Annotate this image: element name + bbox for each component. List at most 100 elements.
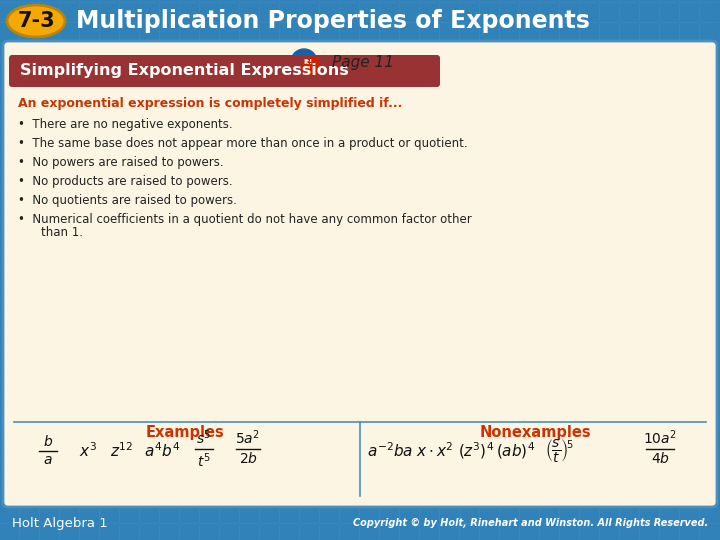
FancyBboxPatch shape bbox=[341, 364, 359, 381]
FancyBboxPatch shape bbox=[683, 492, 701, 509]
FancyBboxPatch shape bbox=[467, 237, 485, 253]
FancyBboxPatch shape bbox=[395, 140, 413, 157]
FancyBboxPatch shape bbox=[639, 3, 660, 23]
FancyBboxPatch shape bbox=[611, 381, 629, 396]
FancyBboxPatch shape bbox=[665, 125, 683, 140]
FancyBboxPatch shape bbox=[143, 109, 161, 125]
FancyBboxPatch shape bbox=[19, 23, 40, 43]
FancyBboxPatch shape bbox=[125, 333, 143, 348]
FancyBboxPatch shape bbox=[107, 44, 125, 60]
Text: 7-3: 7-3 bbox=[17, 11, 55, 31]
FancyBboxPatch shape bbox=[557, 316, 575, 333]
FancyBboxPatch shape bbox=[593, 220, 611, 237]
FancyBboxPatch shape bbox=[449, 509, 467, 524]
FancyBboxPatch shape bbox=[305, 60, 323, 77]
FancyBboxPatch shape bbox=[665, 205, 683, 220]
FancyBboxPatch shape bbox=[539, 0, 557, 12]
FancyBboxPatch shape bbox=[701, 188, 719, 205]
FancyBboxPatch shape bbox=[35, 60, 53, 77]
Circle shape bbox=[291, 49, 317, 75]
FancyBboxPatch shape bbox=[611, 0, 629, 12]
FancyBboxPatch shape bbox=[341, 285, 359, 300]
FancyBboxPatch shape bbox=[179, 364, 197, 381]
FancyBboxPatch shape bbox=[629, 60, 647, 77]
FancyBboxPatch shape bbox=[197, 461, 215, 476]
FancyBboxPatch shape bbox=[35, 44, 53, 60]
FancyBboxPatch shape bbox=[629, 44, 647, 60]
FancyBboxPatch shape bbox=[611, 476, 629, 492]
FancyBboxPatch shape bbox=[179, 381, 197, 396]
FancyBboxPatch shape bbox=[701, 220, 719, 237]
FancyBboxPatch shape bbox=[340, 0, 359, 3]
FancyBboxPatch shape bbox=[701, 492, 719, 509]
FancyBboxPatch shape bbox=[251, 29, 269, 44]
FancyBboxPatch shape bbox=[269, 461, 287, 476]
FancyBboxPatch shape bbox=[503, 429, 521, 444]
FancyBboxPatch shape bbox=[701, 60, 719, 77]
FancyBboxPatch shape bbox=[99, 3, 120, 23]
FancyBboxPatch shape bbox=[413, 205, 431, 220]
FancyBboxPatch shape bbox=[197, 333, 215, 348]
FancyBboxPatch shape bbox=[521, 237, 539, 253]
FancyBboxPatch shape bbox=[521, 77, 539, 92]
FancyBboxPatch shape bbox=[539, 12, 557, 29]
FancyBboxPatch shape bbox=[160, 23, 179, 43]
FancyBboxPatch shape bbox=[431, 140, 449, 157]
FancyBboxPatch shape bbox=[125, 125, 143, 140]
FancyBboxPatch shape bbox=[240, 523, 259, 540]
FancyBboxPatch shape bbox=[143, 77, 161, 92]
FancyBboxPatch shape bbox=[89, 12, 107, 29]
FancyBboxPatch shape bbox=[413, 60, 431, 77]
FancyBboxPatch shape bbox=[125, 220, 143, 237]
FancyBboxPatch shape bbox=[431, 12, 449, 29]
FancyBboxPatch shape bbox=[269, 157, 287, 172]
FancyBboxPatch shape bbox=[233, 44, 251, 60]
FancyBboxPatch shape bbox=[323, 77, 341, 92]
FancyBboxPatch shape bbox=[485, 461, 503, 476]
FancyBboxPatch shape bbox=[17, 461, 35, 476]
FancyBboxPatch shape bbox=[17, 333, 35, 348]
FancyBboxPatch shape bbox=[89, 157, 107, 172]
FancyBboxPatch shape bbox=[107, 348, 125, 364]
FancyBboxPatch shape bbox=[35, 316, 53, 333]
FancyBboxPatch shape bbox=[89, 476, 107, 492]
FancyBboxPatch shape bbox=[557, 109, 575, 125]
FancyBboxPatch shape bbox=[323, 60, 341, 77]
FancyBboxPatch shape bbox=[0, 44, 17, 60]
FancyBboxPatch shape bbox=[539, 29, 557, 44]
FancyBboxPatch shape bbox=[539, 523, 559, 540]
FancyBboxPatch shape bbox=[287, 444, 305, 461]
FancyBboxPatch shape bbox=[53, 157, 71, 172]
FancyBboxPatch shape bbox=[701, 172, 719, 188]
FancyBboxPatch shape bbox=[323, 444, 341, 461]
FancyBboxPatch shape bbox=[0, 429, 17, 444]
FancyBboxPatch shape bbox=[279, 23, 300, 43]
Text: •  Numerical coefficients in a quotient do not have any common factor other: • Numerical coefficients in a quotient d… bbox=[18, 213, 472, 226]
FancyBboxPatch shape bbox=[557, 157, 575, 172]
FancyBboxPatch shape bbox=[199, 0, 220, 3]
FancyBboxPatch shape bbox=[467, 381, 485, 396]
FancyBboxPatch shape bbox=[71, 413, 89, 429]
FancyBboxPatch shape bbox=[160, 523, 179, 540]
FancyBboxPatch shape bbox=[459, 3, 480, 23]
FancyBboxPatch shape bbox=[557, 285, 575, 300]
FancyBboxPatch shape bbox=[395, 300, 413, 316]
FancyBboxPatch shape bbox=[197, 300, 215, 316]
FancyBboxPatch shape bbox=[680, 3, 700, 23]
FancyBboxPatch shape bbox=[660, 0, 680, 3]
FancyBboxPatch shape bbox=[575, 237, 593, 253]
FancyBboxPatch shape bbox=[647, 172, 665, 188]
FancyBboxPatch shape bbox=[107, 381, 125, 396]
FancyBboxPatch shape bbox=[413, 253, 431, 268]
FancyBboxPatch shape bbox=[71, 429, 89, 444]
FancyBboxPatch shape bbox=[701, 381, 719, 396]
FancyBboxPatch shape bbox=[665, 44, 683, 60]
FancyBboxPatch shape bbox=[251, 524, 269, 540]
FancyBboxPatch shape bbox=[197, 92, 215, 109]
FancyBboxPatch shape bbox=[107, 92, 125, 109]
FancyBboxPatch shape bbox=[593, 157, 611, 172]
FancyBboxPatch shape bbox=[179, 429, 197, 444]
FancyBboxPatch shape bbox=[143, 92, 161, 109]
FancyBboxPatch shape bbox=[557, 92, 575, 109]
FancyBboxPatch shape bbox=[269, 12, 287, 29]
